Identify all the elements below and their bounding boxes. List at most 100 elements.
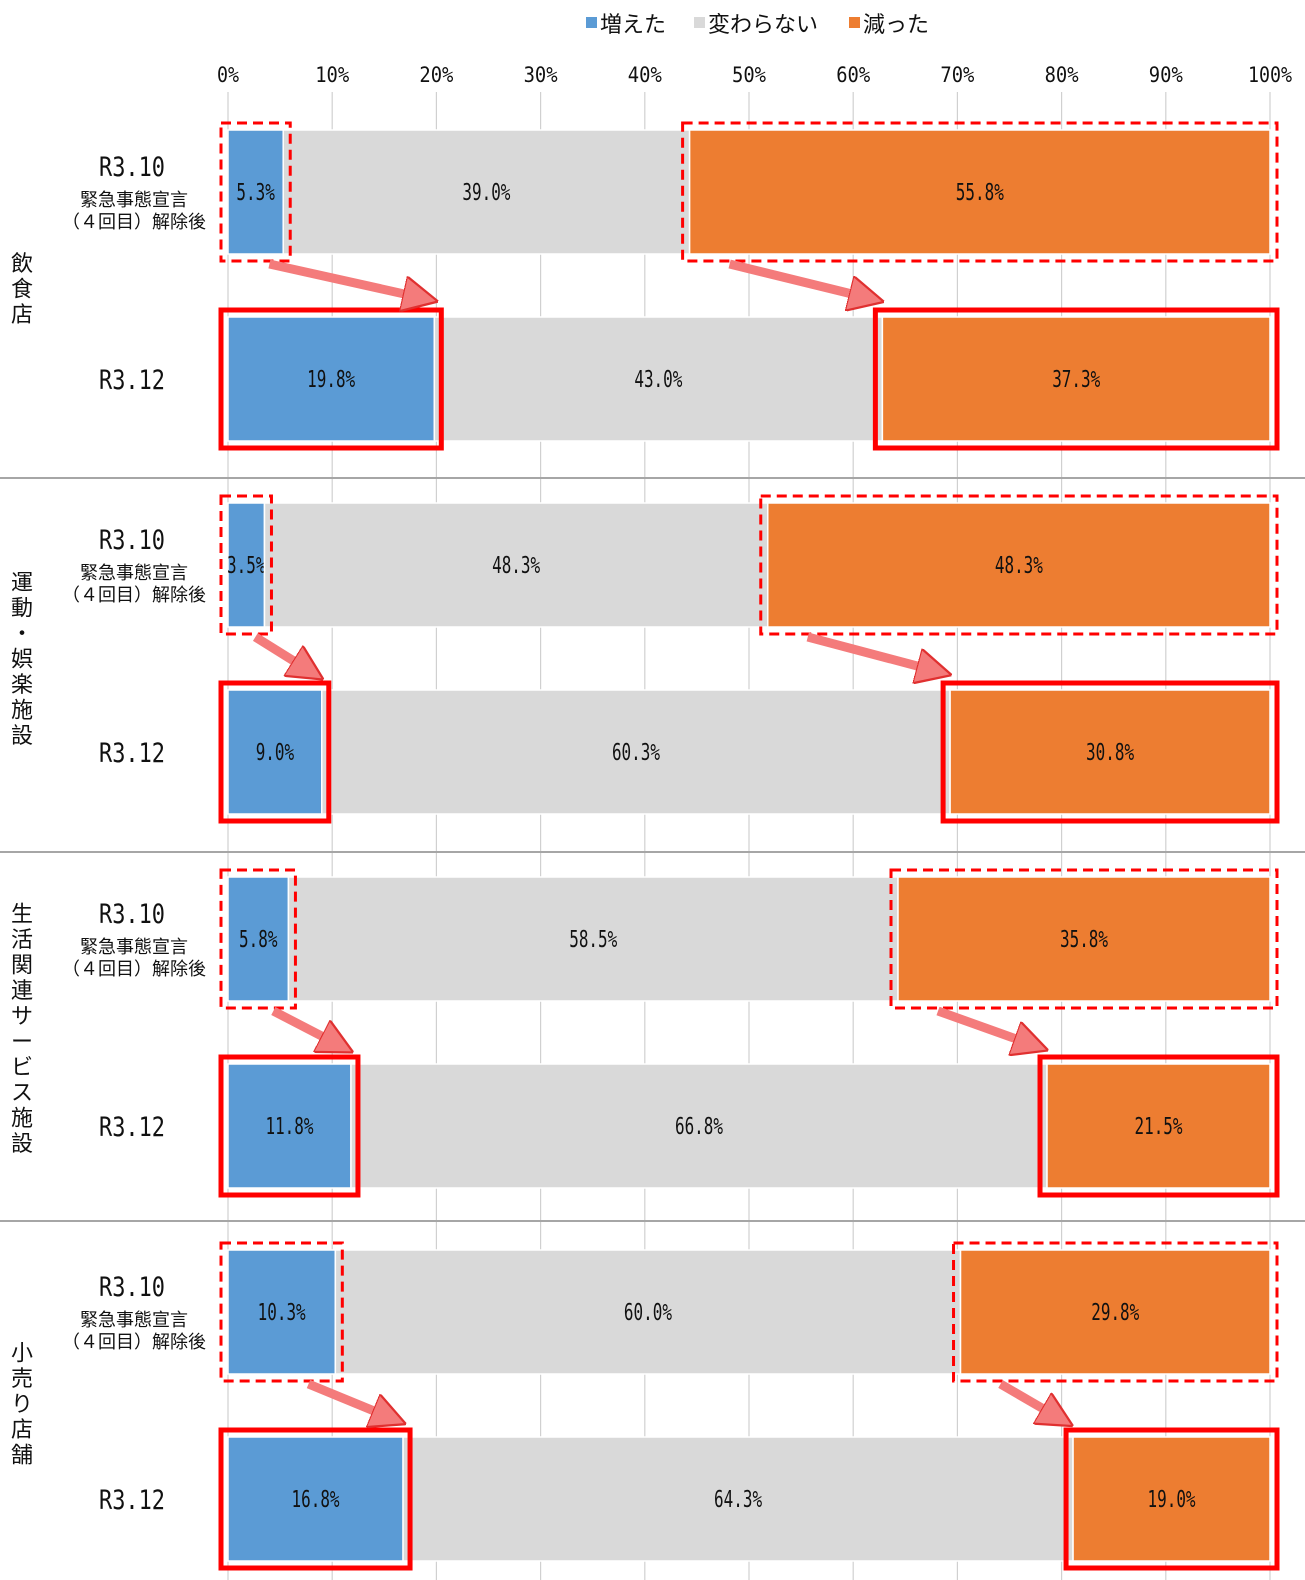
row-label: R3.10 bbox=[99, 525, 165, 556]
group-label-char: り bbox=[11, 1392, 33, 1417]
bar-segment bbox=[227, 876, 290, 1002]
bar-segment bbox=[1046, 1063, 1271, 1189]
group-label-char: 施 bbox=[11, 1107, 33, 1132]
highlight-box-dashed bbox=[952, 1241, 1279, 1383]
data-label: 60.0% bbox=[624, 1300, 672, 1326]
data-label: 66.8% bbox=[675, 1114, 723, 1140]
group-label-char: 施 bbox=[11, 698, 33, 723]
row-sublabel: 緊急事態宣言 bbox=[80, 190, 188, 211]
legend-swatch bbox=[694, 17, 705, 28]
group-label-char: 生 bbox=[11, 903, 33, 928]
data-label: 21.5% bbox=[1135, 1114, 1183, 1140]
data-label: 5.3% bbox=[236, 180, 275, 206]
row-sublabel: （４回目）解除後 bbox=[62, 959, 206, 980]
arrow-decrease bbox=[936, 1006, 1033, 1045]
group-label-char: 店 bbox=[11, 1418, 33, 1443]
data-label: 37.3% bbox=[1052, 367, 1100, 393]
group-label-char: 設 bbox=[11, 724, 33, 749]
highlight-box-dashed bbox=[219, 121, 292, 263]
row-sublabel: 緊急事態宣言 bbox=[80, 563, 188, 584]
row-label: R3.10 bbox=[99, 152, 165, 183]
x-tick-label: 50% bbox=[732, 63, 766, 87]
highlight-box-solid bbox=[218, 1054, 361, 1198]
data-label: 43.0% bbox=[634, 367, 682, 393]
group-label: 飲食店 bbox=[11, 252, 33, 328]
group-label-char: 小 bbox=[11, 1341, 33, 1366]
data-label: 35.8% bbox=[1060, 927, 1108, 953]
group-label-char: 店 bbox=[11, 303, 33, 328]
data-label: 3.5% bbox=[227, 553, 266, 579]
bar-segment bbox=[334, 1249, 962, 1375]
group-label-char: 設 bbox=[11, 1132, 33, 1157]
data-label: 30.8% bbox=[1086, 740, 1134, 766]
arrow-increase bbox=[252, 633, 309, 671]
group-label-char: 活 bbox=[11, 928, 33, 953]
arrow-decrease bbox=[806, 632, 936, 671]
highlight-box-dashed bbox=[889, 868, 1279, 1010]
group-label-char: 動 bbox=[11, 596, 33, 621]
data-label: 19.0% bbox=[1148, 1487, 1196, 1513]
highlight-box-solid bbox=[218, 307, 444, 451]
x-tick-label: 10% bbox=[315, 63, 349, 87]
row-label: R3.12 bbox=[99, 365, 165, 396]
data-label: 64.3% bbox=[714, 1487, 762, 1513]
x-tick-label: 100% bbox=[1248, 63, 1292, 87]
row-sublabel: 緊急事態宣言 bbox=[80, 937, 188, 958]
data-label: 19.8% bbox=[307, 367, 355, 393]
group-label-char: ・ bbox=[11, 622, 33, 647]
data-label: 60.3% bbox=[612, 740, 660, 766]
highlight-box-solid bbox=[218, 680, 332, 824]
group-label: 小売り店舗 bbox=[11, 1341, 33, 1468]
legend-label: 変わらない bbox=[708, 13, 818, 38]
data-label: 11.8% bbox=[265, 1114, 313, 1140]
x-tick-label: 90% bbox=[1149, 63, 1183, 87]
highlight-box-dashed bbox=[759, 494, 1279, 636]
highlight-box-solid bbox=[1037, 1054, 1280, 1198]
legend-swatch bbox=[586, 17, 597, 28]
x-tick-label: 40% bbox=[628, 63, 662, 87]
bar-segment bbox=[767, 502, 1271, 628]
row-sublabel: （４回目）解除後 bbox=[62, 585, 206, 606]
group-label: 生活関連サービス施設 bbox=[11, 903, 33, 1158]
highlight-box-dashed bbox=[219, 494, 273, 636]
bar-segment bbox=[959, 1249, 1271, 1375]
bar-segment bbox=[287, 876, 899, 1002]
group-label-char: サ bbox=[11, 1005, 33, 1030]
row-sublabel: （４回目）解除後 bbox=[62, 212, 206, 233]
row-label: R3.10 bbox=[99, 899, 165, 930]
group-label-char: 食 bbox=[11, 277, 33, 302]
row-label: R3.12 bbox=[99, 738, 165, 769]
bar-segment bbox=[1072, 1436, 1271, 1562]
row-label: R3.10 bbox=[99, 1272, 165, 1303]
data-label: 16.8% bbox=[292, 1487, 340, 1513]
data-label: 10.3% bbox=[258, 1300, 306, 1326]
data-label: 58.5% bbox=[569, 927, 617, 953]
data-label: 55.8% bbox=[956, 180, 1004, 206]
bar-segment bbox=[350, 1063, 1048, 1189]
group-label-char: ス bbox=[11, 1081, 33, 1106]
highlight-box-solid bbox=[940, 680, 1280, 824]
data-label: 39.0% bbox=[462, 180, 510, 206]
bar-segment bbox=[321, 689, 951, 815]
group-label: 運動・娯楽施設 bbox=[11, 571, 33, 749]
data-label: 29.8% bbox=[1091, 1300, 1139, 1326]
legend-label: 増えた bbox=[600, 13, 666, 38]
data-label: 48.3% bbox=[492, 553, 540, 579]
group-label-char: 飲 bbox=[11, 252, 33, 277]
highlight-box-dashed bbox=[219, 1241, 344, 1383]
group-label-char: 関 bbox=[11, 954, 33, 979]
highlight-box-dashed bbox=[681, 121, 1279, 263]
x-tick-label: 20% bbox=[419, 63, 453, 87]
highlight-box-dashed bbox=[219, 868, 297, 1010]
arrow-decrease bbox=[728, 259, 869, 298]
group-label-char: 舗 bbox=[11, 1443, 33, 1468]
x-tick-label: 0% bbox=[217, 63, 239, 87]
x-tick-label: 30% bbox=[524, 63, 558, 87]
x-tick-label: 60% bbox=[836, 63, 870, 87]
bar-segment bbox=[263, 502, 769, 628]
row-label: R3.12 bbox=[99, 1112, 165, 1143]
data-label: 48.3% bbox=[995, 553, 1043, 579]
arrow-increase bbox=[271, 1007, 339, 1045]
group-label-char: 売 bbox=[11, 1367, 33, 1392]
